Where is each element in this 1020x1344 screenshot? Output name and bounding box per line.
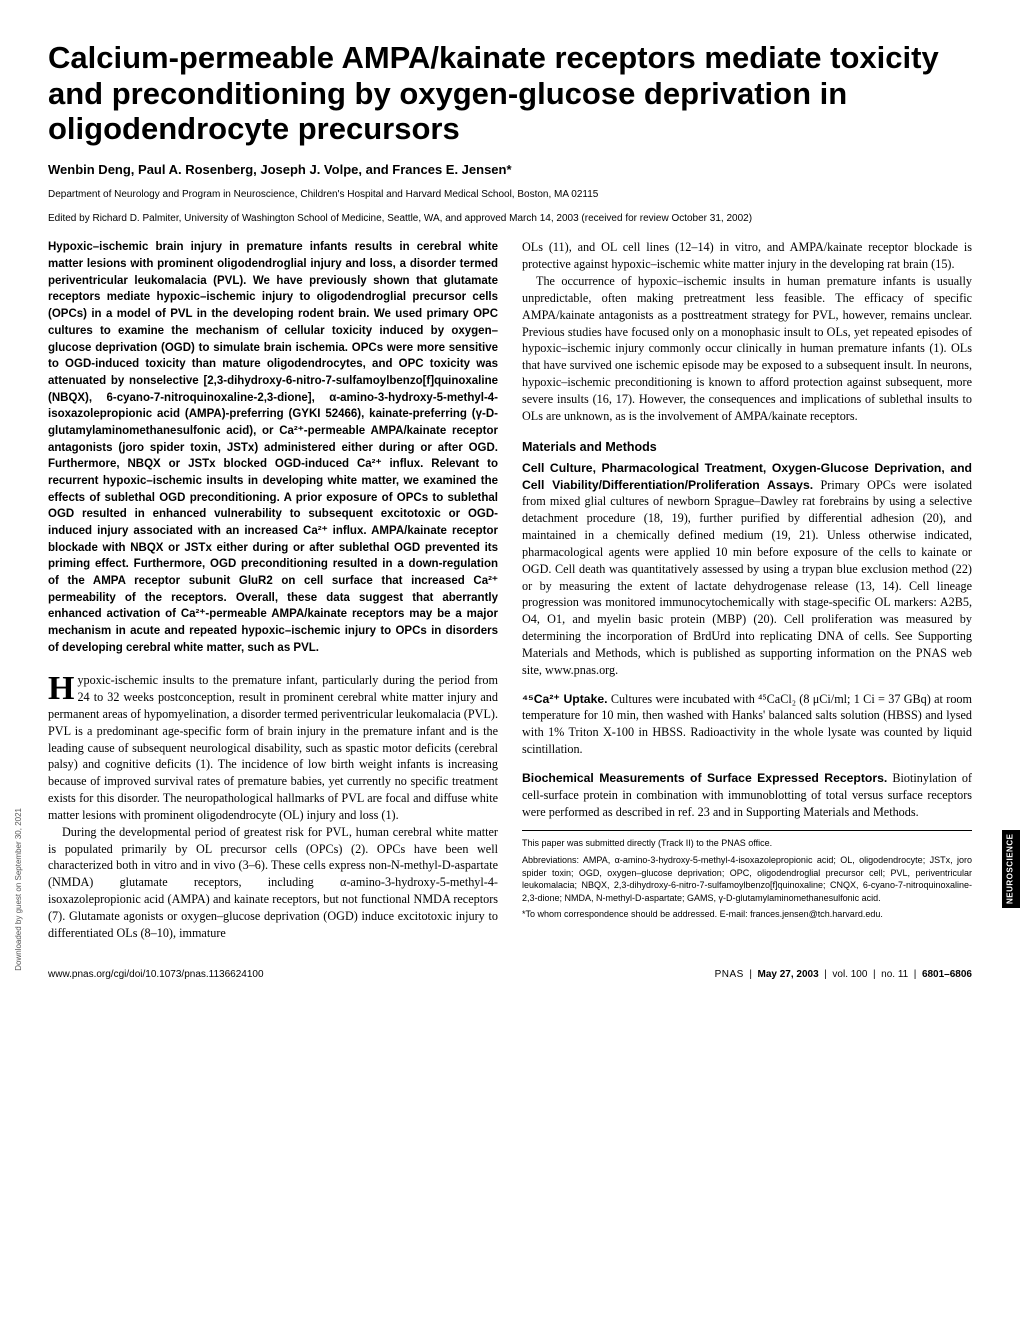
footer-citation: PNAS | May 27, 2003 | vol. 100 | no. 11 … — [715, 968, 972, 982]
article-title: Calcium-permeable AMPA/kainate receptors… — [48, 40, 972, 147]
footer-journal: PNAS — [715, 969, 744, 980]
footnote-3: *To whom correspondence should be addres… — [522, 908, 972, 921]
body-columns: Hypoxic–ischemic brain injury in prematu… — [48, 239, 972, 941]
footnote-1: This paper was submitted directly (Track… — [522, 837, 972, 850]
intro-p1: Hypoxic-ischemic insults to the prematur… — [48, 672, 498, 823]
dropcap: H — [48, 672, 77, 703]
authors: Wenbin Deng, Paul A. Rosenberg, Joseph J… — [48, 161, 972, 179]
footnote-2: Abbreviations: AMPA, α-amino-3-hydroxy-5… — [522, 854, 972, 904]
methods-sub3: Biochemical Measurements of Surface Expr… — [522, 770, 972, 820]
methods-heading: Materials and Methods — [522, 439, 972, 456]
footer-no: no. 11 — [881, 969, 908, 980]
footnotes: This paper was submitted directly (Track… — [522, 830, 972, 921]
section-tab: NEUROSCIENCE — [1002, 830, 1020, 908]
methods-sub1-body: Primary OPCs were isolated from mixed gl… — [522, 478, 972, 677]
footer-doi: www.pnas.org/cgi/doi/10.1073/pnas.113662… — [48, 968, 264, 982]
abstract: Hypoxic–ischemic brain injury in prematu… — [48, 239, 498, 656]
col2-p1: OLs (11), and OL cell lines (12–14) in v… — [522, 239, 972, 273]
footer-vol: vol. 100 — [832, 969, 867, 980]
methods-sub2: ⁴⁵Ca²⁺ Uptake. Cultures were incubated w… — [522, 691, 972, 758]
intro-p1-text: ypoxic-ischemic insults to the premature… — [48, 673, 498, 822]
download-note: Downloaded by guest on September 30, 202… — [14, 808, 25, 971]
methods-sub1: Cell Culture, Pharmacological Treatment,… — [522, 460, 972, 679]
intro-p2: During the developmental period of great… — [48, 824, 498, 942]
footer-pages: 6801–6806 — [922, 969, 972, 980]
methods-sub2-runin: ⁴⁵Ca²⁺ Uptake. — [522, 692, 608, 706]
edited-by: Edited by Richard D. Palmiter, Universit… — [48, 212, 972, 226]
affiliation: Department of Neurology and Program in N… — [48, 188, 972, 202]
page-footer: www.pnas.org/cgi/doi/10.1073/pnas.113662… — [48, 968, 972, 982]
col2-p2: The occurrence of hypoxic–ischemic insul… — [522, 273, 972, 424]
footer-date: May 27, 2003 — [758, 969, 819, 980]
methods-sub3-runin: Biochemical Measurements of Surface Expr… — [522, 771, 887, 785]
